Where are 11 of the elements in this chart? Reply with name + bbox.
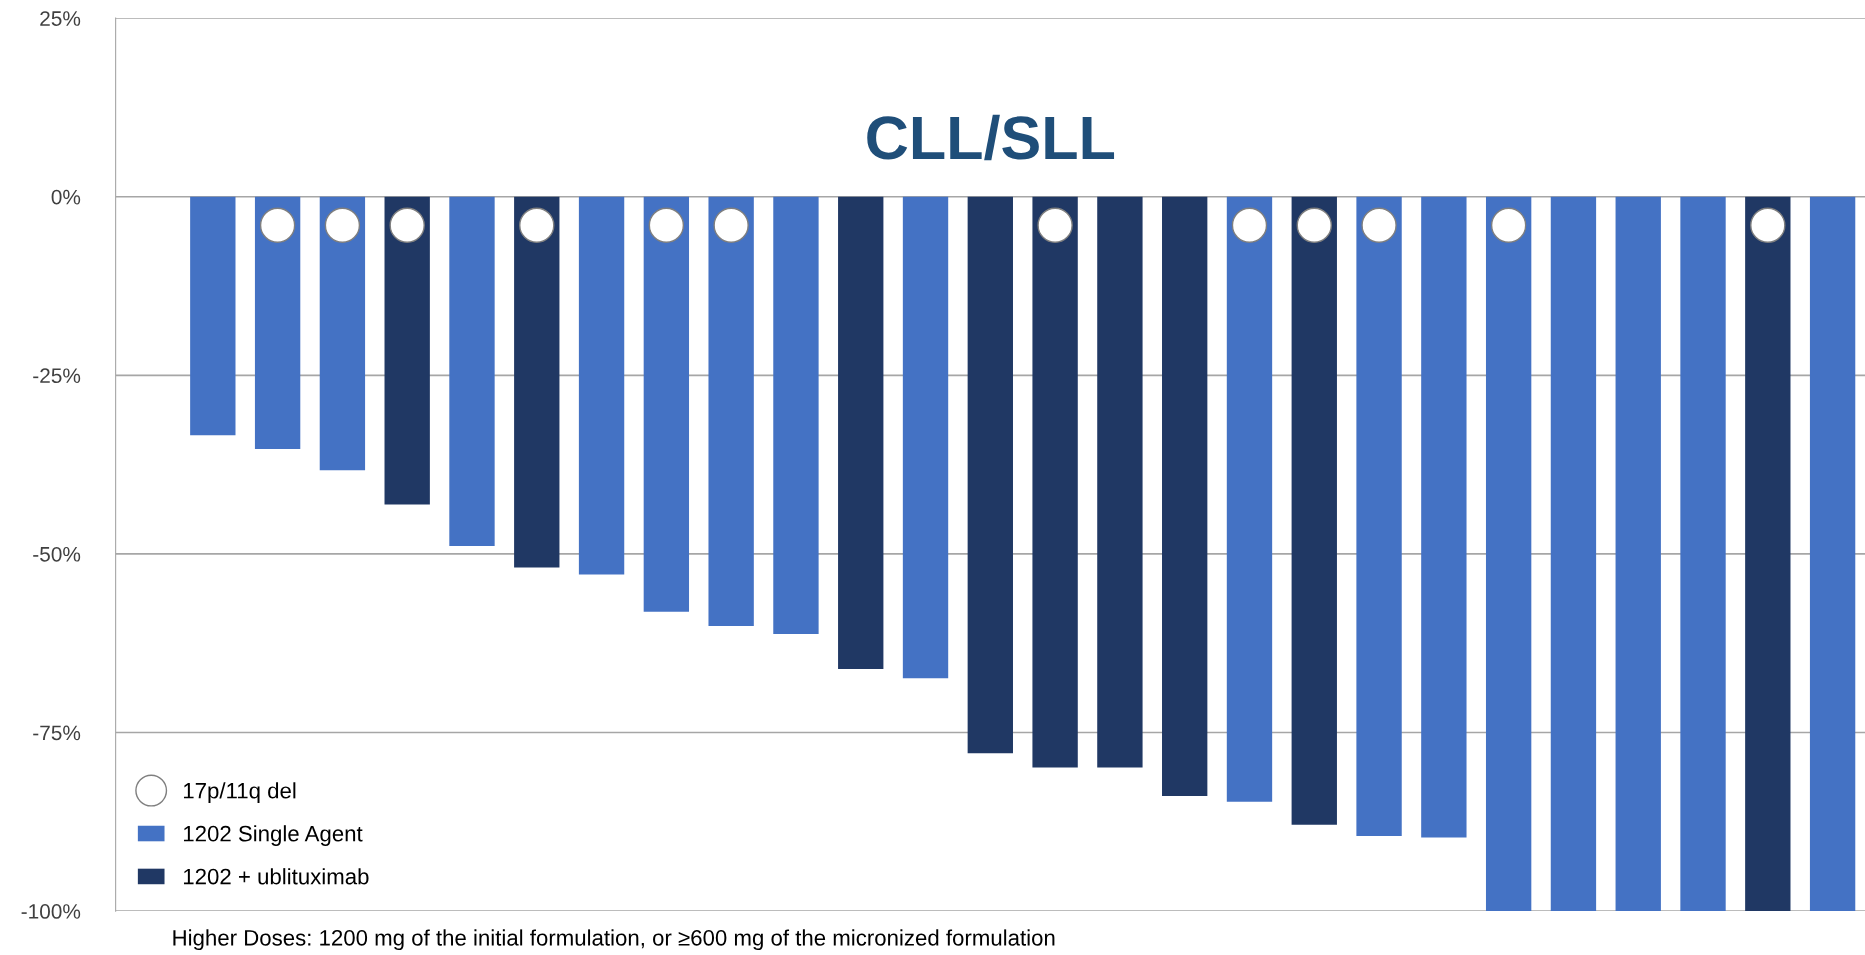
legend-label: 1202 + ublituximab [183, 868, 369, 885]
y-tick-label: 0% [51, 189, 81, 205]
y-tick-label: -50% [33, 546, 81, 562]
y-tick-label: -100% [21, 904, 81, 919]
text: CLL/SLL [867, 114, 1115, 161]
y-tick-label: -75% [33, 725, 81, 741]
legend-label: 1202 Single Agent [183, 825, 363, 846]
legend-label: 17p/11q del [183, 782, 296, 803]
y-tick-label: -25% [33, 368, 81, 384]
y-tick-label: 25% [40, 11, 81, 26]
text: Higher Doses: 1200 mg of the initial formulation, or ≥600 mg of the micronized formulation [173, 929, 1055, 951]
